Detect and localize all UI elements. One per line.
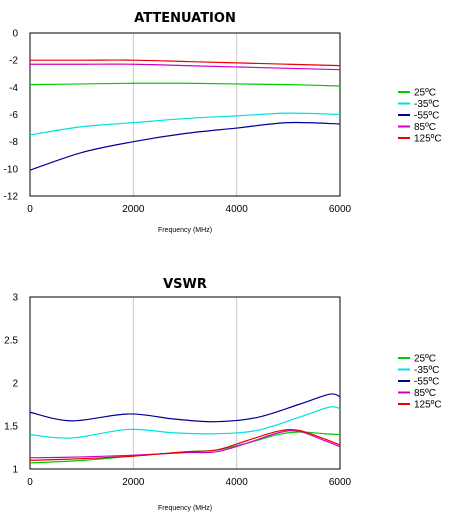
- legend-label: -35ºC: [414, 365, 439, 376]
- series-line-3: [30, 63, 341, 71]
- y-tick-label: 2.5: [4, 336, 18, 347]
- x-tick-label: 2000: [122, 477, 145, 488]
- legend-label: 25ºC: [414, 88, 436, 99]
- y-tick-label: -6: [9, 110, 18, 121]
- series-line-0: [29, 431, 341, 464]
- series-line-1: [29, 112, 341, 136]
- legend-label: -35ºC: [414, 99, 439, 110]
- y-tick-label: -12: [4, 192, 19, 203]
- x-tick-label: 6000: [329, 204, 352, 215]
- series-line-2: [29, 393, 341, 423]
- plot-frame: [29, 32, 341, 197]
- chart-title: ATTENUATION: [134, 11, 236, 26]
- y-tick-label: 3: [12, 293, 18, 304]
- chart-attenuation: ATTENUATION 0 -2 -4 -6 -8 -10 -12 0 2000 4000 6000 F…: [4, 11, 442, 234]
- x-tick-label: 4000: [226, 204, 249, 215]
- legend-label: 85ºC: [414, 122, 436, 133]
- x-tick-label: 0: [27, 477, 33, 488]
- y-tick-label: 1: [12, 465, 18, 476]
- y-tick-label: -10: [4, 164, 19, 175]
- legend-label: -55ºC: [414, 377, 439, 388]
- series-line-2: [29, 121, 341, 171]
- y-tick-label: 2: [12, 379, 18, 390]
- x-tick-label: 0: [27, 204, 33, 215]
- series-line-1: [29, 406, 341, 439]
- y-tick-label: -4: [9, 83, 18, 94]
- legend-label: 125ºC: [414, 134, 442, 145]
- x-axis-label: Frequency (MHz): [158, 227, 212, 234]
- y-tick-label: 1.5: [4, 422, 18, 433]
- legend-label: 25ºC: [414, 354, 436, 365]
- legend-label: 125ºC: [414, 400, 442, 411]
- x-tick-label: 2000: [122, 204, 145, 215]
- plot-frame: [29, 296, 341, 470]
- series-line-4: [30, 59, 341, 67]
- x-tick-label: 4000: [226, 477, 249, 488]
- x-tick-label: 6000: [329, 477, 352, 488]
- legend-label: -55ºC: [414, 111, 439, 122]
- y-tick-label: -2: [9, 56, 18, 67]
- y-tick-label: 0: [12, 29, 18, 40]
- legend-label: 85ºC: [414, 388, 436, 399]
- x-axis-label: Frequency (MHz): [158, 505, 212, 512]
- series-line-4: [29, 428, 341, 461]
- chart-title: VSWR: [163, 277, 207, 292]
- y-tick-label: -8: [9, 137, 18, 148]
- series-line-3: [29, 430, 341, 459]
- series-line-0: [29, 82, 341, 87]
- chart-vswr: VSWR 1 1.5 2 2.5 3 0 2000 4000 6000 Frequency (MHz…: [4, 277, 441, 512]
